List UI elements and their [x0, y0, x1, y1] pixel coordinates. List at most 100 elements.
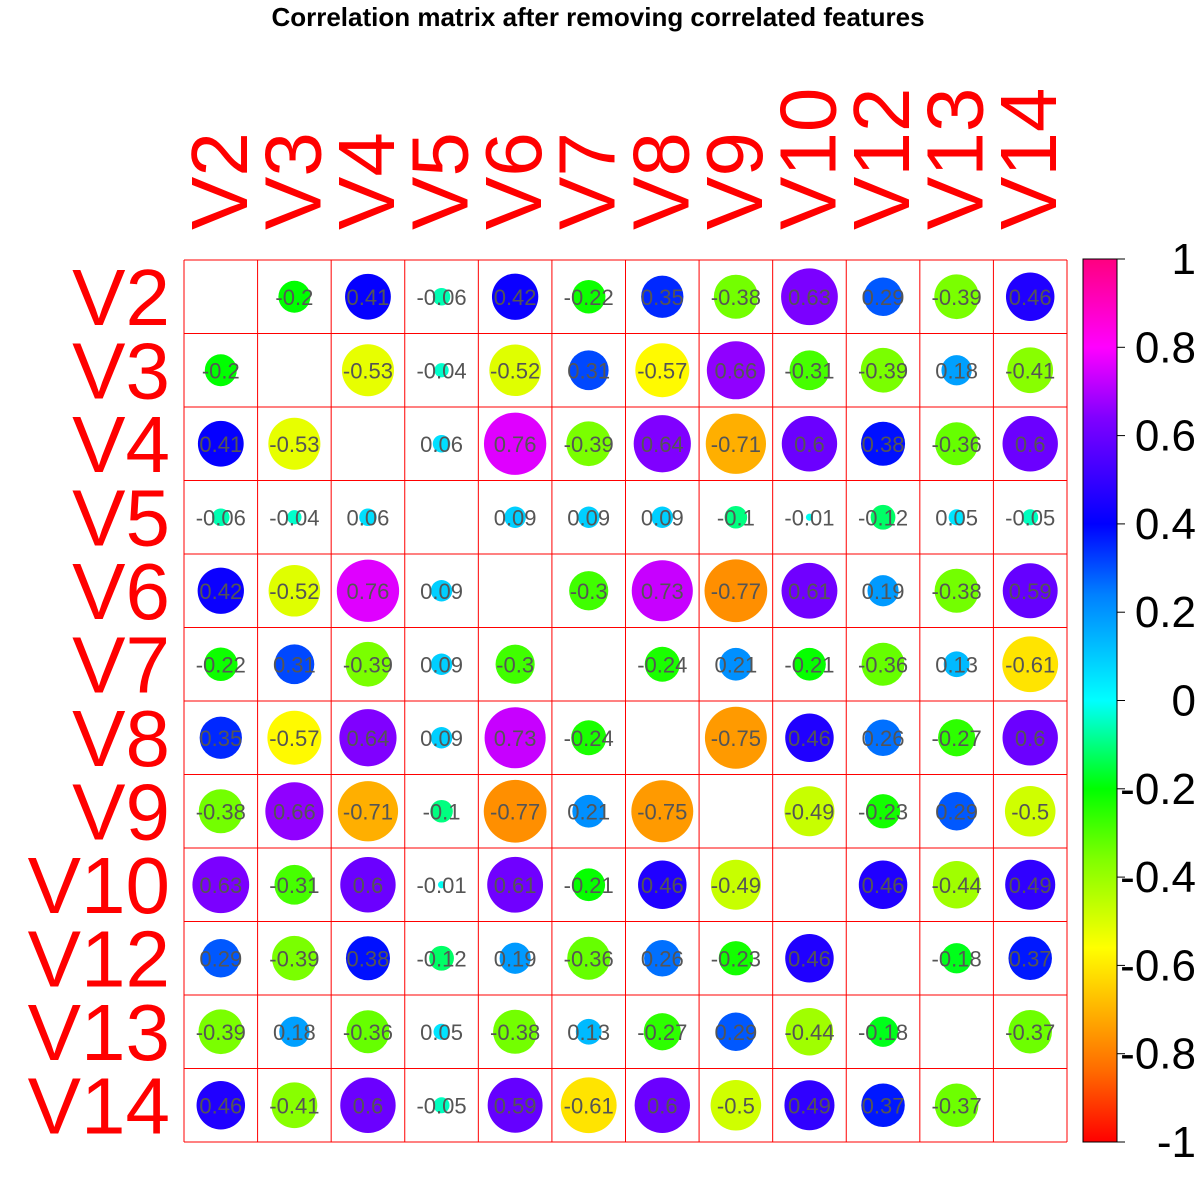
row-label-V3: V3 — [72, 326, 170, 415]
corr-circle-V14-V2 — [196, 1081, 246, 1130]
corr-circle-V3-V8 — [635, 343, 690, 398]
corr-value-V12-V2: 0.29 — [199, 946, 242, 971]
corr-circle-V8-V13 — [938, 719, 976, 757]
corr-value-V10-V2: 0.63 — [199, 873, 242, 898]
corr-value-V6-V8: 0.73 — [641, 579, 684, 604]
corr-value-V6-V5: 0.09 — [420, 579, 463, 604]
corr-value-V12-V3: -0.39 — [269, 946, 319, 971]
corr-value-V5-V3: -0.04 — [269, 505, 319, 530]
corr-value-V4-V2: 0.41 — [199, 432, 242, 457]
corr-circle-V5-V9 — [724, 505, 748, 529]
corr-circle-V13-V8 — [643, 1013, 681, 1051]
corr-value-V2-V3: -0.2 — [275, 285, 313, 310]
corr-value-V10-V7: -0.21 — [564, 873, 614, 898]
corr-circle-V12-V10 — [785, 934, 834, 983]
corr-circle-V14-V13 — [934, 1083, 979, 1127]
corr-circle-V13-V3 — [279, 1016, 310, 1047]
corr-value-V14-V4: 0.6 — [353, 1093, 384, 1118]
corr-value-V6-V12: 0.19 — [862, 579, 905, 604]
corr-value-V7-V14: -0.61 — [1005, 652, 1055, 677]
corr-circle-V3-V14 — [1007, 347, 1054, 394]
corr-value-V9-V6: -0.77 — [490, 799, 540, 824]
corr-circle-V12-V8 — [644, 940, 681, 977]
corr-circle-V7-V5 — [430, 653, 453, 675]
colorbar-label: 0 — [1172, 677, 1196, 726]
corr-value-V4-V9: -0.71 — [711, 432, 761, 457]
corr-circle-V5-V4 — [359, 508, 377, 527]
corr-value-V14-V8: 0.6 — [647, 1093, 678, 1118]
corr-circle-V2-V8 — [641, 275, 684, 318]
corr-circle-V10-V3 — [274, 864, 315, 905]
corr-value-V13-V7: 0.13 — [567, 1020, 610, 1045]
corr-value-V6-V9: -0.77 — [711, 579, 761, 604]
corr-value-V3-V10: -0.31 — [784, 358, 834, 383]
row-label-V8: V8 — [72, 694, 170, 783]
corr-value-V9-V14: -0.5 — [1011, 799, 1049, 824]
corr-value-V14-V10: 0.49 — [788, 1093, 831, 1118]
corr-value-V7-V12: -0.36 — [858, 652, 908, 677]
corr-value-V2-V6: 0.42 — [494, 285, 537, 310]
col-label-V4: V4 — [322, 132, 411, 230]
corr-value-V6-V4: 0.76 — [347, 579, 390, 604]
corr-value-V7-V3: 0.31 — [273, 652, 316, 677]
corr-circle-V5-V10 — [805, 513, 814, 521]
corr-value-V13-V2: -0.39 — [196, 1020, 246, 1045]
corr-value-V3-V13: 0.18 — [935, 358, 978, 383]
corr-circle-V6-V7 — [569, 571, 609, 611]
corr-circle-V8-V4 — [339, 709, 397, 767]
corr-value-V8-V6: 0.73 — [494, 726, 537, 751]
corr-value-V4-V5: 0.06 — [420, 432, 463, 457]
corr-value-V10-V12: 0.46 — [862, 873, 905, 898]
corr-circle-V10-V2 — [192, 856, 250, 914]
corr-circle-V10-V9 — [710, 859, 761, 910]
corr-circle-V9-V8 — [631, 780, 694, 843]
matrix-grid — [183, 259, 1068, 1143]
corr-circle-V12-V7 — [567, 936, 611, 980]
colorbar-label: 0.6 — [1135, 412, 1196, 461]
corr-value-V5-V12: -0.12 — [858, 505, 908, 530]
corr-value-V10-V14: 0.49 — [1009, 873, 1052, 898]
corr-value-V10-V4: 0.6 — [353, 873, 384, 898]
corr-value-V5-V9: -0.1 — [717, 505, 755, 530]
corr-value-V6-V2: 0.42 — [199, 579, 242, 604]
corr-circle-V13-V12 — [867, 1016, 899, 1047]
corr-circle-V4-V10 — [781, 416, 838, 472]
corr-circle-V6-V4 — [336, 559, 400, 622]
corr-value-V12-V14: 0.37 — [1009, 946, 1052, 971]
corr-circle-V10-V5 — [437, 881, 446, 889]
corr-circle-V13-V2 — [198, 1009, 244, 1055]
corr-circle-V10-V13 — [932, 861, 981, 909]
axis-labels: V2V2V3V3V4V4V5V5V6V6V7V7V8V8V9V9V10V10V1… — [28, 88, 1074, 1151]
col-label-V5: V5 — [396, 132, 485, 230]
colorbar-label: -0.8 — [1120, 1030, 1196, 1079]
corr-circle-V9-V14 — [1004, 785, 1056, 837]
corr-circle-V6-V5 — [430, 580, 453, 602]
corr-circle-V8-V10 — [785, 713, 834, 762]
corr-circle-V7-V14 — [1002, 636, 1059, 693]
corr-circle-V9-V13 — [937, 791, 976, 831]
corr-circle-V6-V3 — [268, 564, 321, 617]
corr-value-V10-V9: -0.49 — [711, 873, 761, 898]
corr-value-V6-V7: -0.3 — [570, 579, 608, 604]
corr-circle-V3-V12 — [860, 347, 906, 393]
corr-value-V5-V13: 0.05 — [935, 505, 978, 530]
corr-value-V8-V2: 0.35 — [199, 726, 242, 751]
corr-value-V3-V14: -0.41 — [1005, 358, 1055, 383]
corr-value-V10-V5: -0.01 — [416, 873, 466, 898]
row-label-V5: V5 — [72, 473, 170, 562]
corr-circle-V13-V5 — [433, 1023, 450, 1040]
corr-circle-V7-V4 — [345, 641, 391, 687]
corr-circle-V9-V4 — [337, 781, 399, 842]
corr-circle-V14-V7 — [560, 1077, 617, 1134]
corr-circle-V6-V14 — [1002, 563, 1058, 619]
corr-value-V13-V10: -0.44 — [784, 1020, 834, 1045]
corr-circle-V2-V3 — [278, 280, 311, 313]
corr-value-V7-V4: -0.39 — [343, 652, 393, 677]
matrix-cells: -0.2 0.41 -0.06 0.42 -0.22 0.35 -0.38 0.63 0.29 -… — [192, 268, 1059, 1134]
corr-circle-V2-V12 — [863, 277, 903, 317]
corr-circle-V14-V8 — [634, 1077, 690, 1133]
corr-value-V2-V5: -0.06 — [416, 285, 466, 310]
corr-circle-V5-V14 — [1022, 509, 1039, 526]
corr-circle-V4-V14 — [1002, 416, 1058, 472]
corr-value-V3-V2: -0.2 — [202, 358, 240, 383]
